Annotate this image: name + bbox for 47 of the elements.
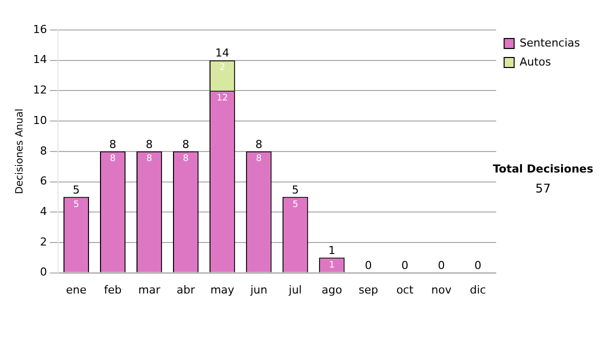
data-label: 8 [256, 154, 262, 164]
x-tick-label: may [210, 283, 235, 296]
data-label: 12 [216, 94, 228, 104]
total-label: 0 [474, 259, 482, 272]
x-tick-label: oct [396, 283, 414, 296]
y-tick-label: 14 [32, 53, 47, 66]
text: 57 [535, 182, 551, 196]
total-label: 14 [215, 46, 230, 60]
legend-label: Sentencias [520, 36, 580, 50]
total-label: 0 [364, 259, 372, 272]
x-tick-label: mar [138, 283, 161, 296]
y-tick-label: 8 [40, 144, 47, 158]
y-tick-label: 4 [40, 204, 47, 218]
data-label: 8 [146, 154, 152, 164]
data-label: 5 [73, 200, 80, 210]
x-tick-label: jun [249, 283, 268, 296]
x-tick-label: jul [288, 283, 302, 296]
total-label: 8 [182, 138, 190, 151]
data-label: 8 [110, 154, 116, 164]
total-label: 8 [146, 138, 153, 151]
data-label: 2 [219, 63, 226, 74]
total-label: 8 [109, 138, 116, 151]
legend-label: Autos [520, 55, 552, 68]
x-tick-label: ago [322, 283, 342, 296]
data-label: 8 [182, 154, 189, 164]
total-label: 0 [401, 259, 408, 272]
y-axis-title: Decisiones Anual [14, 108, 26, 194]
total-label: 0 [438, 259, 445, 272]
total-label: 8 [255, 138, 262, 151]
y-tick-label: 10 [32, 114, 47, 127]
x-tick-label: sep [358, 283, 378, 296]
x-tick-label: dic [470, 283, 486, 296]
total-label: 5 [72, 183, 80, 196]
data-label: 5 [292, 200, 298, 210]
total-label: 1 [328, 244, 336, 257]
y-tick-label: 12 [32, 84, 47, 97]
y-tick-label: 6 [40, 174, 47, 188]
y-tick-label: 16 [32, 22, 47, 36]
x-tick-label: ene [66, 283, 87, 296]
data-label: 1 [328, 260, 335, 270]
x-tick-label: nov [431, 283, 452, 296]
x-tick-label: feb [104, 283, 122, 296]
total-label: 5 [292, 183, 299, 196]
x-tick-label: abr [176, 283, 196, 296]
annotation: Total Decisiones [492, 162, 594, 176]
y-tick-label: 0 [40, 266, 47, 279]
y-tick-label: 2 [40, 235, 47, 248]
